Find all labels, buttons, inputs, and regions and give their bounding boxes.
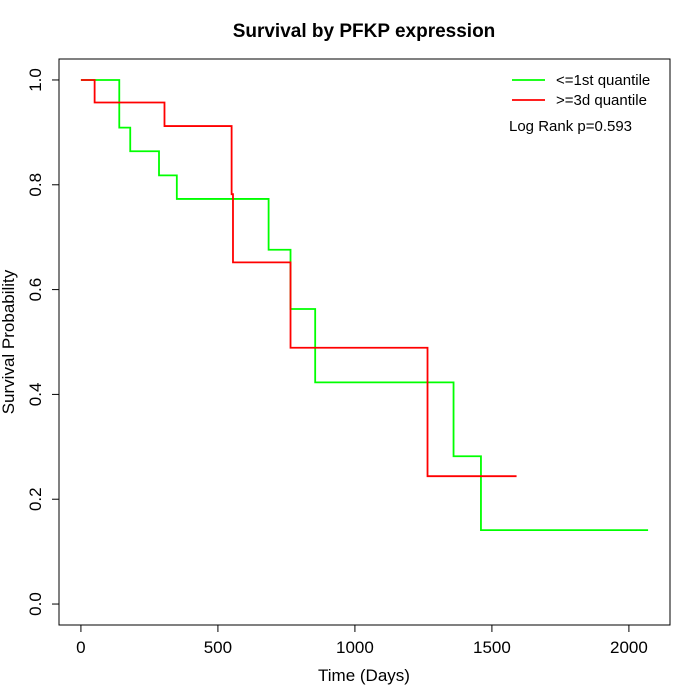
chart-title: Survival by PFKP expression bbox=[233, 21, 496, 42]
x-tick-label: 0 bbox=[76, 638, 85, 657]
legend-label-1: <=1st quantile bbox=[556, 72, 650, 89]
y-tick-label: 0.0 bbox=[26, 592, 45, 616]
y-tick-label: 1.0 bbox=[26, 68, 45, 92]
x-tick-label: 1000 bbox=[336, 638, 374, 657]
x-axis-label: Time (Days) bbox=[318, 666, 410, 685]
survival-curves bbox=[80, 79, 649, 532]
y-axis-label: Survival Probability bbox=[0, 269, 18, 414]
y-tick-label: 0.2 bbox=[26, 487, 45, 511]
survival-curve-2 bbox=[80, 79, 517, 478]
y-axis: 0.0 0.2 0.4 0.6 0.8 1.0 bbox=[26, 68, 60, 616]
log-rank-annotation: Log Rank p=0.593 bbox=[509, 118, 632, 135]
legend: <=1st quantile >=3d quantile bbox=[512, 72, 650, 109]
y-tick-label: 0.4 bbox=[26, 383, 45, 407]
x-tick-label: 2000 bbox=[610, 638, 648, 657]
survival-curve-1 bbox=[80, 79, 649, 532]
x-axis: 0 500 1000 1500 2000 bbox=[76, 624, 648, 657]
legend-label-2: >=3d quantile bbox=[556, 92, 647, 109]
y-tick-label: 0.6 bbox=[26, 278, 45, 302]
x-tick-label: 1500 bbox=[473, 638, 511, 657]
plot-area-frame bbox=[58, 58, 671, 626]
y-tick-label: 0.8 bbox=[26, 173, 45, 197]
x-tick-label: 500 bbox=[204, 638, 232, 657]
